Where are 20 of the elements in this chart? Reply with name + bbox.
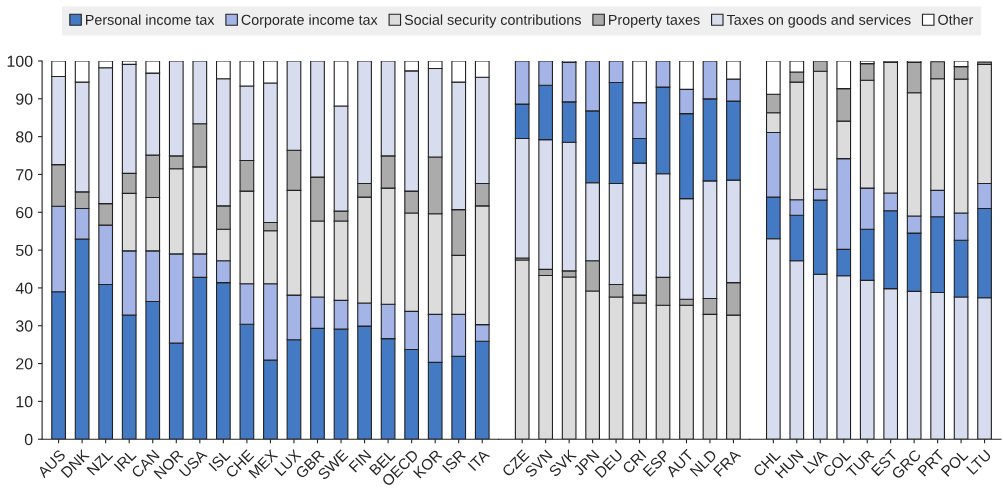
legend-label: Taxes on goods and services bbox=[726, 14, 911, 28]
y-tick-label: 10 bbox=[16, 396, 33, 408]
y-tick-label: 90 bbox=[16, 93, 33, 105]
y-tick-label: 100 bbox=[7, 55, 33, 67]
y-tick-label: 0 bbox=[24, 433, 33, 446]
legend-label: Other bbox=[938, 14, 974, 25]
legend-label: Social security contributions bbox=[404, 14, 581, 28]
y-tick-label: 30 bbox=[15, 320, 33, 332]
y-tick-label: 60 bbox=[16, 206, 33, 219]
legend-label: Personal income tax bbox=[86, 14, 215, 25]
legend-label: Corporate income tax bbox=[241, 14, 378, 28]
y-tick-label: 70 bbox=[16, 169, 33, 181]
y-tick-label: 20 bbox=[16, 358, 33, 370]
y-tick-label: 40 bbox=[15, 282, 33, 294]
x-tick-label: FIN bbox=[348, 449, 372, 473]
x-tick-label: ISR bbox=[441, 449, 467, 474]
y-tick-label: 50 bbox=[15, 244, 33, 257]
x-tick-label: ITA bbox=[467, 448, 491, 472]
legend-label: Property taxes bbox=[609, 14, 700, 28]
y-tick-label: 80 bbox=[16, 131, 33, 143]
